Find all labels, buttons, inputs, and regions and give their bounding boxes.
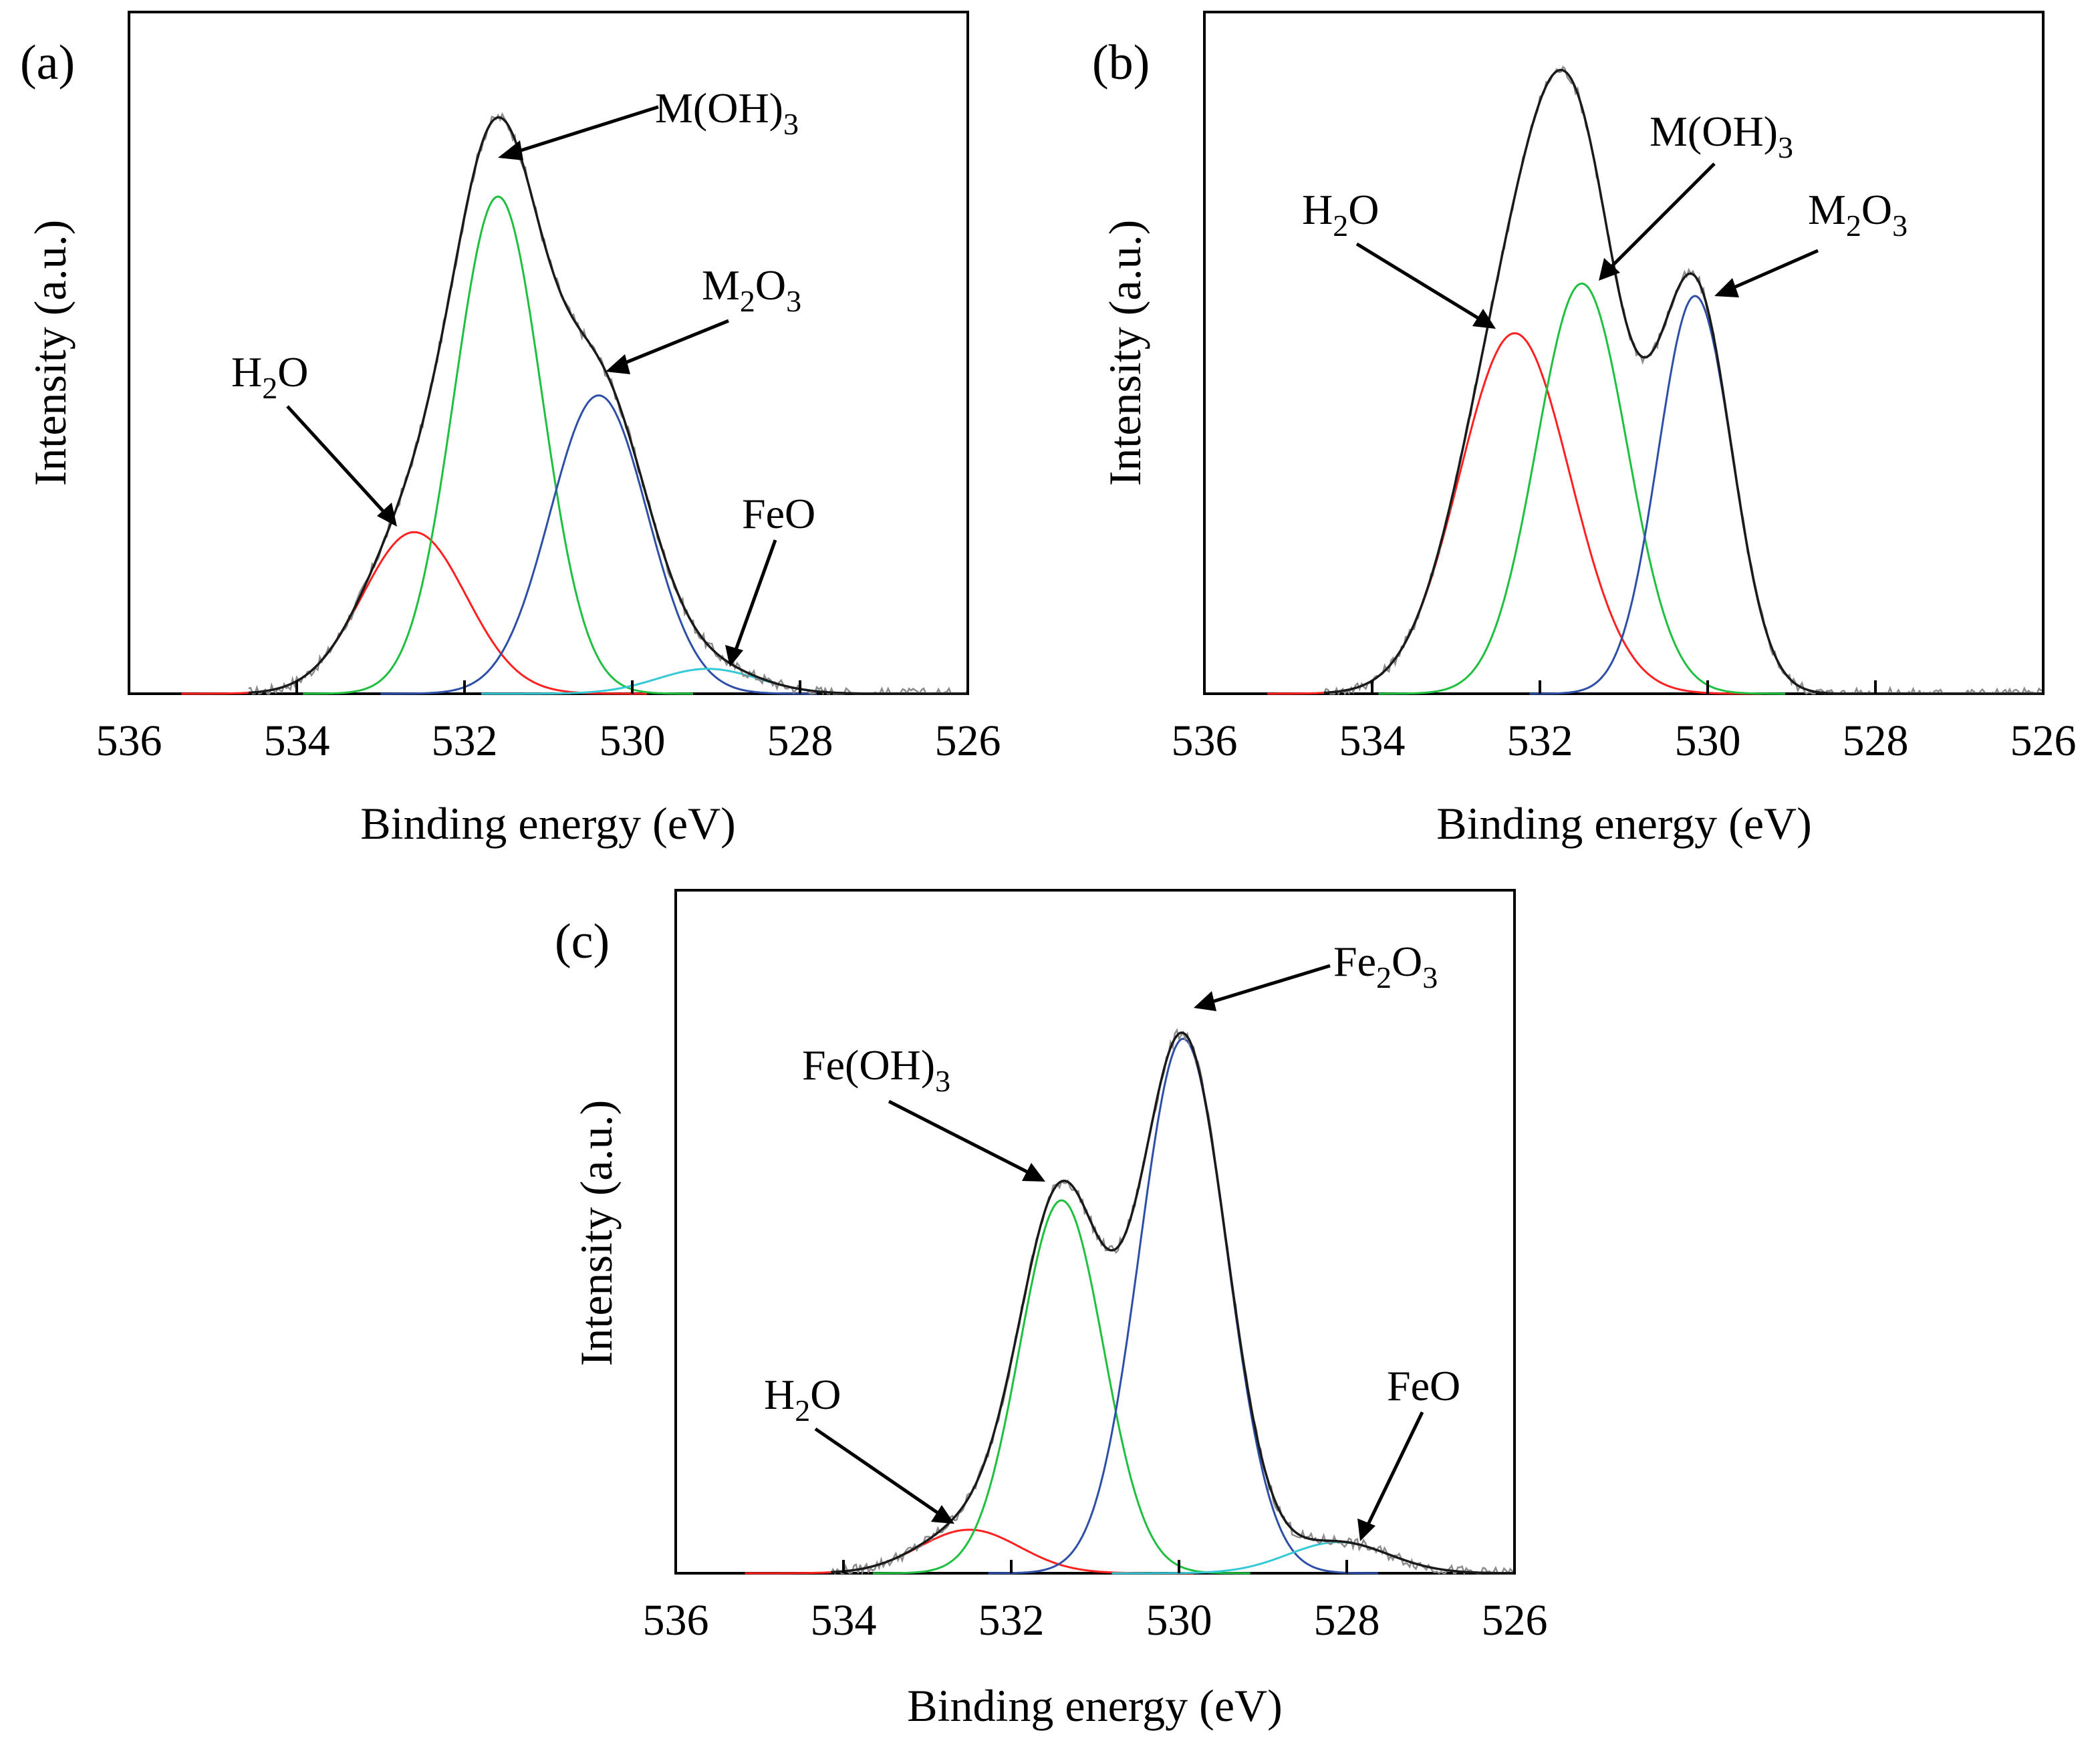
series-line-feo [481, 668, 932, 695]
x-axis-label: Binding energy (eV) [360, 798, 736, 849]
annotation-h2o: H2O [764, 1371, 841, 1428]
x-tick-label: 532 [1507, 716, 1573, 765]
arrowhead [1022, 1163, 1045, 1182]
arrow-m2o3 [621, 319, 729, 366]
annotation-h2o: H2O [231, 348, 308, 405]
arrowhead [725, 645, 743, 667]
series-line-m2o3 [1529, 295, 1861, 695]
x-tick-label: 526 [1482, 1596, 1548, 1645]
y-axis-label: Intensity (a.u.) [571, 1100, 622, 1366]
arrowhead [1472, 309, 1496, 329]
annotation-feoh3: Fe(OH)3 [802, 1041, 950, 1098]
arrowhead [1194, 991, 1216, 1011]
series-line-feoh3 [872, 1199, 1251, 1575]
annotation-h2o: H2O [1302, 186, 1379, 243]
series-line-envelope [831, 1031, 1515, 1575]
arrow-moh3 [514, 105, 659, 154]
x-axis-label: Binding energy (eV) [907, 1680, 1283, 1731]
series-line-feo [1111, 1541, 1515, 1575]
arrow-feoh3 [888, 1099, 1031, 1175]
series-line-raw [1323, 65, 2044, 696]
arrowhead [1599, 258, 1620, 281]
arrow-m2o3 [1730, 249, 1819, 291]
arrow-fe2o3 [1209, 964, 1331, 1004]
arrow-h2o [286, 405, 388, 516]
x-tick-label: 526 [2010, 716, 2077, 765]
y-axis-label: Intensity (a.u.) [25, 220, 76, 486]
annotation-m2o3: M2O3 [702, 261, 801, 318]
panel-label: (b) [1092, 35, 1150, 90]
x-tick-label: 534 [811, 1596, 877, 1645]
x-tick-label: 528 [1314, 1596, 1380, 1645]
plot-frame [674, 889, 1516, 1575]
arrowhead [498, 140, 523, 160]
x-tick-label: 532 [432, 716, 498, 765]
annotation-m2o3: M2O3 [1808, 186, 1908, 243]
series-line-envelope [1323, 68, 2043, 695]
x-tick-label: 528 [1843, 716, 1909, 765]
arrowhead [931, 1505, 954, 1524]
series-line-h2o [1267, 332, 1762, 695]
annotation-feo: FeO [742, 490, 815, 537]
annotation-fe2o3: Fe2O3 [1333, 938, 1438, 994]
x-tick-label: 528 [767, 716, 833, 765]
x-ticks: 536 534 532 530 528 526 [643, 1560, 1548, 1645]
arrowhead [606, 354, 630, 374]
x-tick-label: 536 [96, 716, 162, 765]
arrowhead [377, 503, 397, 527]
annotation-moh3: M(OH)3 [1650, 108, 1793, 164]
y-axis-label: Intensity (a.u.) [1099, 220, 1150, 486]
x-tick-label: 530 [1146, 1596, 1212, 1645]
panel-c: (c) 536 534 532 530 528 526 Binding ener… [555, 889, 1548, 1731]
series-layer [181, 112, 969, 696]
x-tick-label: 536 [1172, 716, 1238, 765]
series-line-fe2o3 [988, 1037, 1379, 1575]
annotation-moh3: M(OH)3 [655, 84, 799, 141]
panel-label: (c) [555, 914, 610, 969]
panel-a: (a) 536 534 532 530 528 526 Binding ener… [20, 11, 1001, 849]
series-line-h2o [745, 1528, 1194, 1575]
arrow-h2o [1355, 242, 1482, 321]
x-tick-label: 536 [643, 1596, 709, 1645]
arrow-h2o [814, 1427, 940, 1516]
series-line-moh3 [1378, 282, 1786, 695]
x-tick-label: 526 [935, 716, 1001, 765]
series-line-m2o3 [380, 394, 817, 695]
arrow-moh3 [1609, 162, 1716, 269]
x-ticks: 536 534 532 530 528 526 [96, 680, 1001, 765]
series-layer [1267, 65, 2044, 696]
series-line-raw [830, 1028, 1515, 1576]
panel-b: (b) 536 534 532 530 528 526 Binding ener… [1092, 11, 2077, 849]
arrowhead [1357, 1518, 1375, 1541]
x-tick-label: 532 [978, 1596, 1045, 1645]
series-layer [745, 1028, 1515, 1576]
x-tick-label: 534 [264, 716, 330, 765]
arrowhead [1714, 278, 1739, 297]
x-tick-label: 534 [1339, 716, 1406, 765]
series-line-envelope [248, 116, 968, 695]
x-axis-label: Binding energy (eV) [1436, 798, 1812, 849]
x-ticks: 536 534 532 530 528 526 [1172, 680, 2077, 765]
arrow-feo [1365, 1411, 1424, 1528]
x-tick-label: 530 [600, 716, 666, 765]
series-line-moh3 [303, 195, 693, 695]
panel-label: (a) [20, 35, 75, 90]
x-tick-label: 530 [1675, 716, 1741, 765]
arrow-feo [733, 539, 777, 652]
annotation-feo: FeO [1387, 1362, 1460, 1410]
plot-frame [1203, 11, 2045, 695]
